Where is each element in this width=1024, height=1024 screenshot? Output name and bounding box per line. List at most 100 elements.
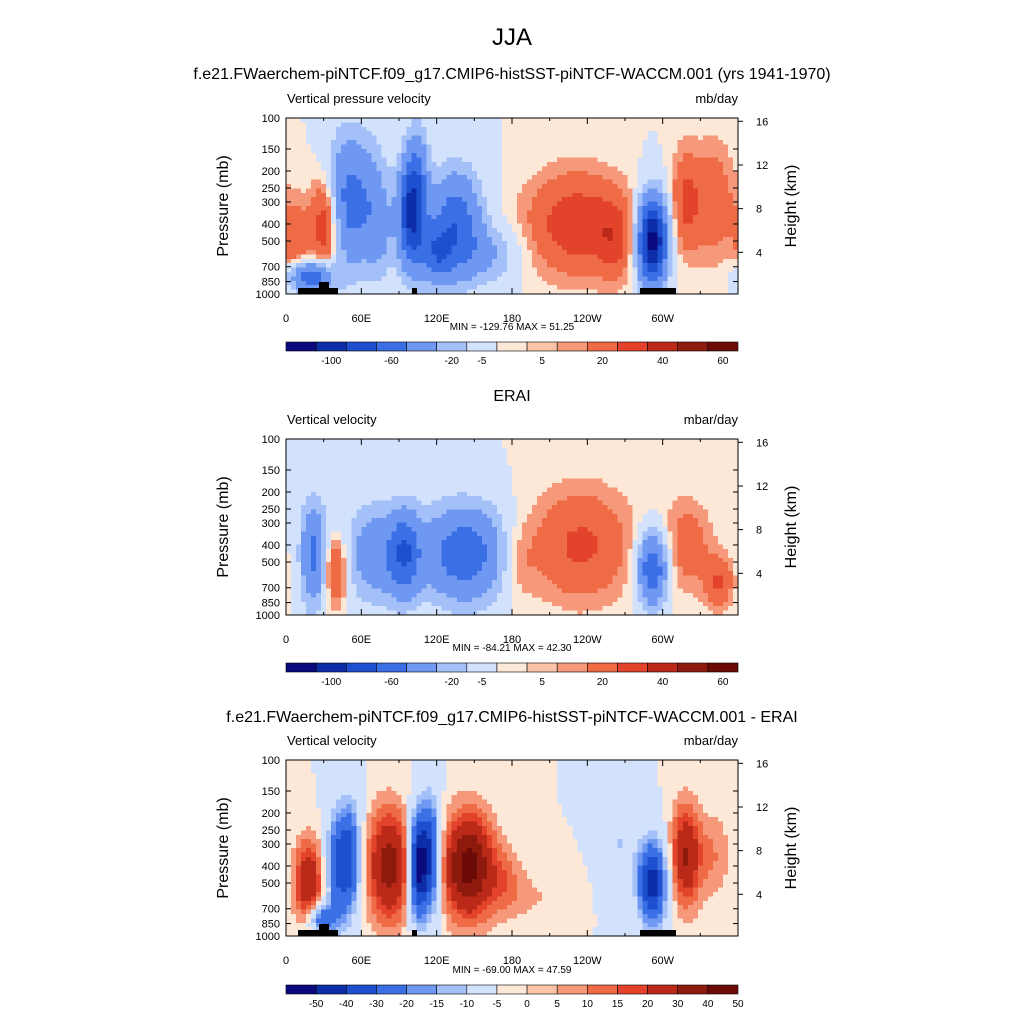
lon-tick-label: 0	[283, 634, 289, 646]
colorbar-label: -15	[429, 999, 444, 1010]
colorbar-label: 20	[642, 999, 654, 1010]
panel-3-ylabel: Pressure (mb)	[215, 797, 232, 898]
colorbar-swatch	[406, 341, 437, 352]
pressure-tick-label: 400	[262, 540, 280, 552]
colorbar-swatch	[466, 341, 498, 352]
colorbar-swatch	[587, 662, 618, 673]
main-title: JJA	[492, 24, 532, 51]
colorbar-label: 50	[732, 999, 744, 1010]
lon-tick-label: 60W	[651, 313, 674, 325]
height-tick-label: 12	[756, 481, 768, 493]
colorbar-swatch	[436, 341, 468, 352]
pressure-tick-label: 1000	[256, 610, 280, 622]
colorbar-label: -60	[384, 677, 399, 688]
pressure-tick-label: 850	[262, 277, 280, 289]
colorbar-swatch	[345, 662, 377, 673]
lon-tick-label: 180	[503, 313, 521, 325]
colorbar-label: 5	[539, 356, 545, 367]
height-tick-label: 12	[756, 802, 768, 814]
lon-tick-label: 60E	[352, 955, 372, 967]
panel-1: f.e21.FWaerchem-piNTCF.f09_g17.CMIP6-his…	[193, 66, 830, 367]
panel-3-topography	[298, 924, 676, 936]
pressure-tick-label: 1000	[256, 289, 280, 301]
height-tick-label: 16	[756, 758, 768, 770]
height-tick-label: 8	[756, 846, 762, 858]
colorbar-label: -100	[321, 677, 341, 688]
colorbar-label: 60	[717, 356, 729, 367]
colorbar-label: -30	[369, 999, 384, 1010]
colorbar-swatch	[496, 662, 528, 673]
pressure-tick-label: 850	[262, 919, 280, 931]
pressure-tick-label: 200	[262, 487, 280, 499]
colorbar-swatch	[345, 341, 377, 352]
panel-3-colorbar: -50 -40 -30 -20 -15 -10 -5 0 5 10 15 20 30 40 50	[285, 984, 744, 1010]
colorbar-swatch	[315, 984, 347, 995]
lon-tick-label: 60W	[651, 955, 674, 967]
height-tick-label: 12	[756, 160, 768, 172]
colorbar-swatch	[556, 662, 588, 673]
colorbar-swatch	[345, 984, 377, 995]
height-tick-label: 8	[756, 525, 762, 537]
lon-tick-label: 0	[283, 313, 289, 325]
panel-1-right-label: mb/day	[695, 91, 738, 106]
panel-2-colorbar: -100 -60 -20 -5 5 20 40 60	[285, 662, 739, 688]
panel-2-stats: MIN = -84.21 MAX = 42.30	[453, 643, 572, 654]
pressure-tick-label: 300	[262, 518, 280, 530]
panel-2-right-label: mbar/day	[684, 412, 739, 427]
colorbar-swatch	[315, 341, 347, 352]
colorbar-swatch	[677, 341, 709, 352]
panel-1-y2label: Height (km)	[783, 165, 800, 248]
pressure-tick-label: 700	[262, 583, 280, 595]
colorbar-label: -5	[477, 677, 486, 688]
panel-3-title: f.e21.FWaerchem-piNTCF.f09_g17.CMIP6-his…	[226, 709, 797, 726]
colorbar-label: 15	[612, 999, 624, 1010]
colorbar-swatch	[436, 984, 468, 995]
pressure-tick-label: 100	[262, 113, 280, 125]
colorbar-swatch	[285, 662, 317, 673]
height-tick-label: 4	[756, 889, 762, 901]
lon-tick-label: 180	[503, 955, 521, 967]
colorbar-label: -10	[460, 999, 475, 1010]
colorbar-swatch	[285, 341, 317, 352]
colorbar-swatch	[496, 341, 528, 352]
lon-tick-label: 0	[283, 955, 289, 967]
panel-1-field	[286, 118, 739, 295]
height-tick-label: 4	[756, 247, 762, 259]
colorbar-label: 60	[717, 677, 729, 688]
colorbar-swatch	[617, 341, 648, 352]
panel-3-stats: MIN = -69.00 MAX = 47.59	[453, 965, 572, 976]
colorbar-swatch	[617, 662, 648, 673]
lon-tick-label: 120W	[573, 634, 602, 646]
panel-2: ERAI Vertical velocity mbar/day 100 150 20…	[215, 388, 800, 688]
panel-2-ylabel: Pressure (mb)	[215, 476, 232, 577]
colorbar-swatch	[526, 984, 558, 995]
pressure-tick-label: 850	[262, 598, 280, 610]
colorbar-swatch	[466, 662, 498, 673]
panel-2-title: ERAI	[493, 388, 530, 405]
lon-tick-label: 120E	[424, 313, 450, 325]
pressure-tick-label: 150	[262, 465, 280, 477]
pressure-tick-label: 200	[262, 166, 280, 178]
height-tick-label: 4	[756, 568, 762, 580]
colorbar-swatch	[707, 341, 739, 352]
panel-1-ylabel: Pressure (mb)	[215, 155, 232, 256]
panel-3-height-axis: 16 12 8 4	[738, 758, 768, 901]
lon-tick-label: 120E	[424, 955, 450, 967]
colorbar-swatch	[647, 341, 679, 352]
colorbar-label: -20	[399, 999, 414, 1010]
colorbar-label: -5	[477, 356, 486, 367]
colorbar-label: -60	[384, 356, 399, 367]
colorbar-swatch	[707, 984, 739, 995]
lon-tick-label: 60E	[352, 313, 372, 325]
colorbar-label: -40	[339, 999, 354, 1010]
colorbar-swatch	[707, 662, 739, 673]
pressure-tick-label: 150	[262, 144, 280, 156]
panel-3-right-label: mbar/day	[684, 733, 739, 748]
pressure-tick-label: 100	[262, 755, 280, 767]
height-tick-label: 16	[756, 437, 768, 449]
pressure-tick-label: 1000	[256, 931, 280, 943]
